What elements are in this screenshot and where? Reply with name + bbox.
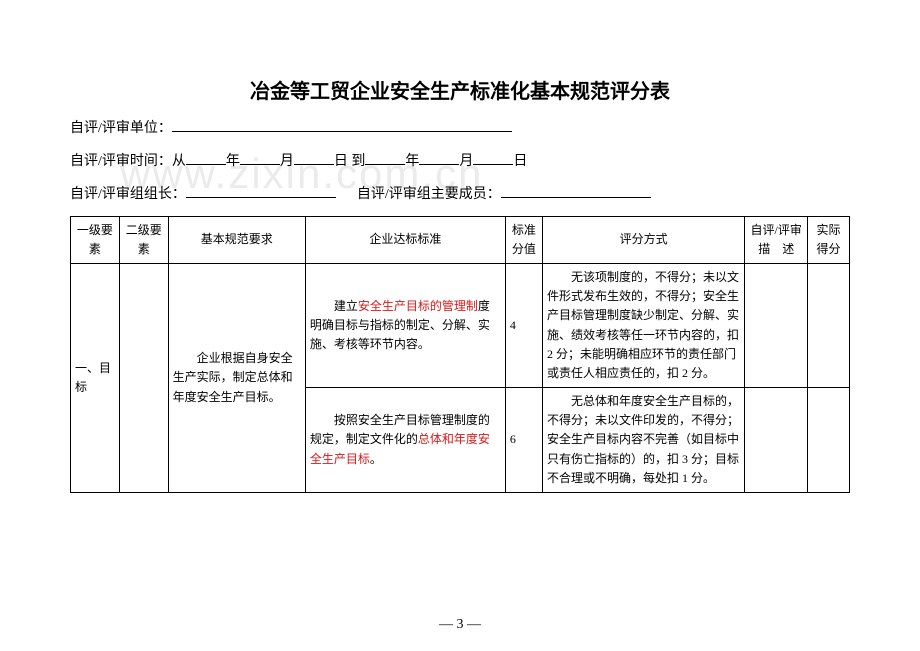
page-number: — 3 — xyxy=(0,617,920,633)
th-level1: 一级要素 xyxy=(71,216,120,263)
leader-label: 自评/评审组组长： xyxy=(70,187,186,202)
th-level2: 二级要素 xyxy=(119,216,168,263)
page-title: 冶金等工贸企业安全生产标准化基本规范评分表 xyxy=(70,75,850,104)
cell-score-2: 6 xyxy=(505,388,542,493)
th-score: 标准分值 xyxy=(505,216,542,263)
th-standard: 企业达标标准 xyxy=(305,216,505,263)
cell-score-1: 4 xyxy=(505,263,542,387)
th-desc-l2: 描 述 xyxy=(749,240,803,259)
blank-day1 xyxy=(294,150,334,165)
month1: 月 xyxy=(280,154,294,169)
cell-scoring-2: 无总体和年度安全生产目标的，不得分；未以文件印发的，不得分；安全生产目标内容不完… xyxy=(543,388,745,493)
cell-standard-2: 按照安全生产目标管理制度的规定，制定文件化的总体和年度安全生产目标。 xyxy=(305,388,505,493)
blank-year1 xyxy=(186,150,226,165)
table-row: 一、目标 企业根据自身安全生产实际，制定总体和年度安全生产目标。 建立安全生产目… xyxy=(71,263,850,387)
year1: 年 xyxy=(226,154,240,169)
time-prefix: 自评/评审时间：从 xyxy=(70,154,186,169)
day1: 日 xyxy=(334,154,348,169)
meta-unit-line: 自评/评审单位： xyxy=(70,116,850,141)
th-actual: 实际得分 xyxy=(808,216,850,263)
cell-actual-2 xyxy=(808,388,850,493)
blank-year2 xyxy=(365,150,405,165)
std1-a: 建立 xyxy=(310,299,358,313)
meta-time-line: 自评/评审时间：从 年 月 日 到 年 月 日 xyxy=(70,149,850,174)
leader-blank xyxy=(186,183,336,198)
std1-red: 安全生产目标的管理制 xyxy=(358,299,478,313)
th-basic-req: 基本规范要求 xyxy=(168,216,305,263)
month2: 月 xyxy=(459,154,473,169)
meta-leader-line: 自评/评审组组长： 自评/评审组主要成员： xyxy=(70,182,850,207)
th-desc-l1: 自评/评审 xyxy=(749,221,803,240)
cell-desc-1 xyxy=(745,263,808,387)
table-header-row: 一级要素 二级要素 基本规范要求 企业达标标准 标准分值 评分方式 自评/评审 … xyxy=(71,216,850,263)
blank-month1 xyxy=(240,150,280,165)
cell-level2 xyxy=(119,263,168,492)
th-desc: 自评/评审 描 述 xyxy=(745,216,808,263)
cell-scoring-1: 无该项制度的，不得分；未以文件形式发布生效的，不得分；安全生产目标管理制度缺少制… xyxy=(543,263,745,387)
members-blank xyxy=(501,183,651,198)
cell-basic-req: 企业根据自身安全生产实际，制定总体和年度安全生产目标。 xyxy=(168,263,305,492)
blank-month2 xyxy=(419,150,459,165)
score-table: 一级要素 二级要素 基本规范要求 企业达标标准 标准分值 评分方式 自评/评审 … xyxy=(70,216,850,493)
cell-standard-1: 建立安全生产目标的管理制度明确目标与指标的制定、分解、实施、考核等环节内容。 xyxy=(305,263,505,387)
cell-actual-1 xyxy=(808,263,850,387)
cell-desc-2 xyxy=(745,388,808,493)
cell-level1: 一、目标 xyxy=(71,263,120,492)
std2-b: 。 xyxy=(370,452,382,466)
blank-day2 xyxy=(473,150,513,165)
unit-label: 自评/评审单位： xyxy=(70,121,172,136)
th-scoring: 评分方式 xyxy=(543,216,745,263)
members-label: 自评/评审组主要成员： xyxy=(357,187,501,202)
to-label: 到 xyxy=(351,154,365,169)
unit-blank xyxy=(172,117,512,132)
day2: 日 xyxy=(513,154,527,169)
year2: 年 xyxy=(405,154,419,169)
